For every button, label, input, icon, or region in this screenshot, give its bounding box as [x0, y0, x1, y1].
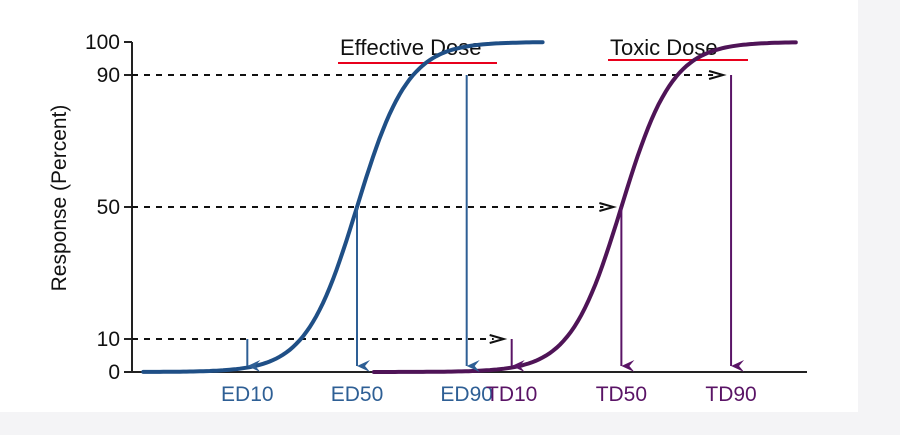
y-tick-label: 100 [85, 31, 120, 54]
effective-dose-curve [141, 40, 545, 374]
toxic-dose-curve [371, 40, 798, 374]
ed10-label: ED10 [221, 383, 274, 406]
td90-label: TD90 [705, 383, 756, 406]
y-axis-label: Response (Percent) [48, 105, 71, 292]
ed50-label: ED50 [331, 383, 384, 406]
td10-label: TD10 [486, 383, 537, 406]
ed90-label: ED90 [440, 383, 493, 406]
y-ticks: 0 10 50 90 100 [85, 31, 132, 384]
right-margin [858, 0, 900, 435]
y-tick-label: 10 [97, 328, 120, 351]
td50-label: TD50 [596, 383, 647, 406]
y-tick-label: 90 [97, 64, 120, 87]
y-tick-label: 50 [97, 196, 120, 219]
guide-arrow-90 [708, 70, 727, 80]
guide-arrow-50 [599, 202, 618, 212]
bottom-margin [0, 412, 900, 435]
y-tick-label: 0 [108, 361, 120, 384]
curves [141, 40, 798, 374]
guide-lines [132, 70, 727, 344]
guide-arrow-10 [489, 334, 508, 344]
